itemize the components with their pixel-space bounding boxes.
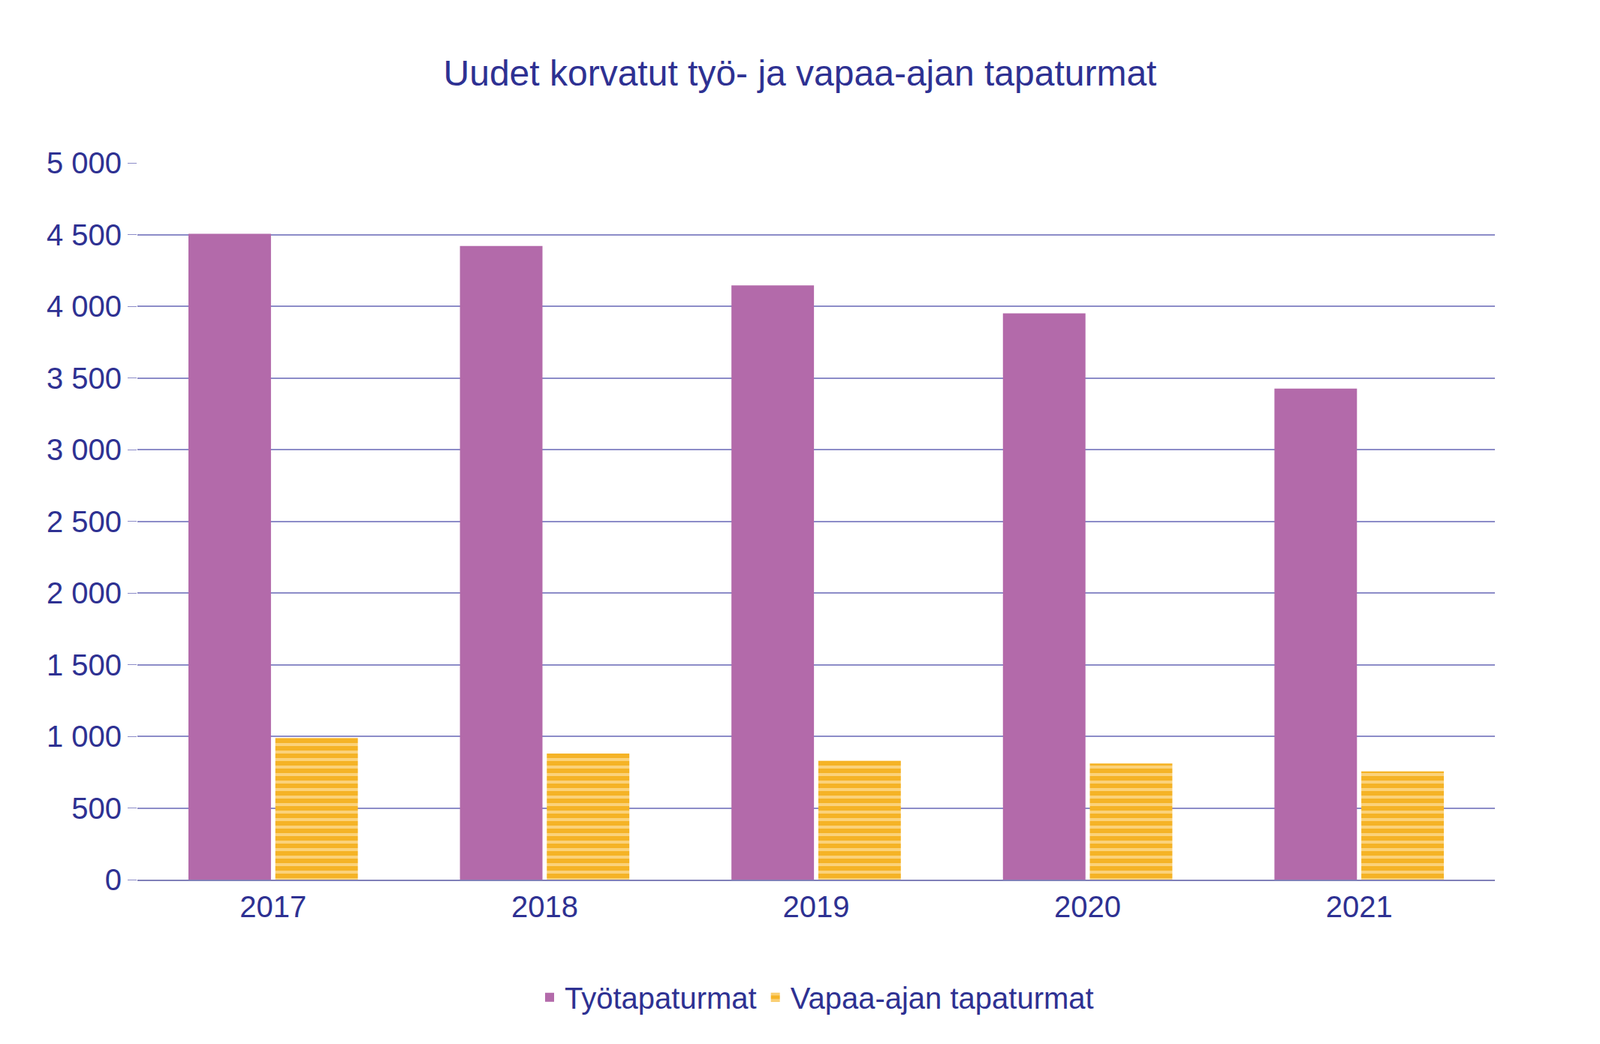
svg-text:2020: 2020 — [1054, 890, 1121, 924]
svg-text:500: 500 — [71, 792, 122, 826]
svg-text:2021: 2021 — [1325, 890, 1393, 924]
svg-text:3 500: 3 500 — [46, 361, 122, 395]
svg-text:2017: 2017 — [239, 890, 307, 924]
svg-text:0: 0 — [105, 863, 122, 897]
svg-text:4 500: 4 500 — [46, 218, 122, 252]
svg-text:2019: 2019 — [783, 890, 850, 924]
svg-text:2 500: 2 500 — [46, 505, 122, 539]
svg-text:2 000: 2 000 — [46, 576, 122, 610]
svg-text:2018: 2018 — [511, 890, 579, 924]
svg-text:1 500: 1 500 — [46, 648, 122, 682]
svg-text:Vapaa-ajan tapaturmat: Vapaa-ajan tapaturmat — [790, 982, 1094, 1016]
svg-text:Uudet korvatut työ- ja vapaa-a: Uudet korvatut työ- ja vapaa-ajan tapatu… — [443, 53, 1158, 94]
svg-text:Työtapaturmat: Työtapaturmat — [564, 982, 757, 1016]
svg-text:4 000: 4 000 — [46, 289, 122, 323]
svg-text:1 000: 1 000 — [46, 720, 122, 754]
svg-text:5 000: 5 000 — [46, 146, 122, 180]
svg-text:3 000: 3 000 — [46, 433, 122, 467]
